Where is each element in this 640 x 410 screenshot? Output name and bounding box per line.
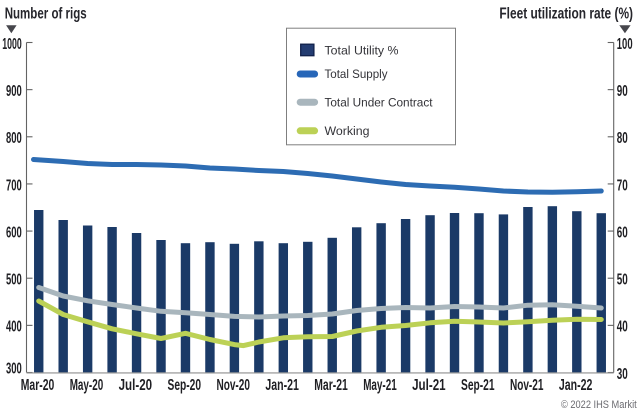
svg-text:Working: Working bbox=[325, 124, 370, 138]
svg-text:800: 800 bbox=[6, 130, 22, 147]
svg-text:Jul-21: Jul-21 bbox=[412, 377, 446, 394]
svg-text:Sep-20: Sep-20 bbox=[168, 377, 202, 394]
svg-text:500: 500 bbox=[6, 272, 22, 289]
svg-text:60: 60 bbox=[617, 224, 628, 241]
svg-text:Jan-22: Jan-22 bbox=[559, 377, 593, 394]
svg-text:600: 600 bbox=[6, 224, 22, 241]
svg-text:Total Under Contract: Total Under Contract bbox=[325, 95, 434, 109]
svg-text:Number of rigs: Number of rigs bbox=[5, 5, 87, 22]
svg-text:80: 80 bbox=[617, 130, 628, 147]
svg-text:Jul-20: Jul-20 bbox=[119, 377, 153, 394]
svg-text:30: 30 bbox=[617, 366, 628, 383]
svg-text:400: 400 bbox=[6, 319, 22, 336]
svg-text:Total Supply: Total Supply bbox=[325, 67, 389, 81]
svg-text:40: 40 bbox=[617, 319, 628, 336]
svg-text:Total Utility %: Total Utility % bbox=[325, 44, 399, 58]
svg-text:Mar-20: Mar-20 bbox=[21, 377, 55, 394]
svg-text:300: 300 bbox=[6, 360, 22, 377]
svg-text:© 2022 IHS Markit: © 2022 IHS Markit bbox=[561, 399, 637, 410]
svg-text:1000: 1000 bbox=[2, 36, 22, 53]
svg-text:100: 100 bbox=[617, 36, 633, 53]
svg-text:May-21: May-21 bbox=[363, 377, 397, 394]
svg-text:900: 900 bbox=[6, 83, 22, 100]
svg-text:90: 90 bbox=[617, 83, 628, 100]
svg-text:Sep-21: Sep-21 bbox=[461, 377, 495, 394]
svg-text:Fleet utilization rate (%): Fleet utilization rate (%) bbox=[499, 5, 633, 22]
svg-text:Nov-20: Nov-20 bbox=[216, 377, 250, 394]
svg-text:May-20: May-20 bbox=[70, 377, 104, 394]
svg-text:Nov-21: Nov-21 bbox=[510, 377, 544, 394]
svg-text:Mar-21: Mar-21 bbox=[314, 377, 348, 394]
svg-text:700: 700 bbox=[6, 177, 22, 194]
svg-text:70: 70 bbox=[617, 177, 628, 194]
svg-text:Jan-21: Jan-21 bbox=[265, 377, 299, 394]
svg-text:50: 50 bbox=[617, 272, 628, 289]
